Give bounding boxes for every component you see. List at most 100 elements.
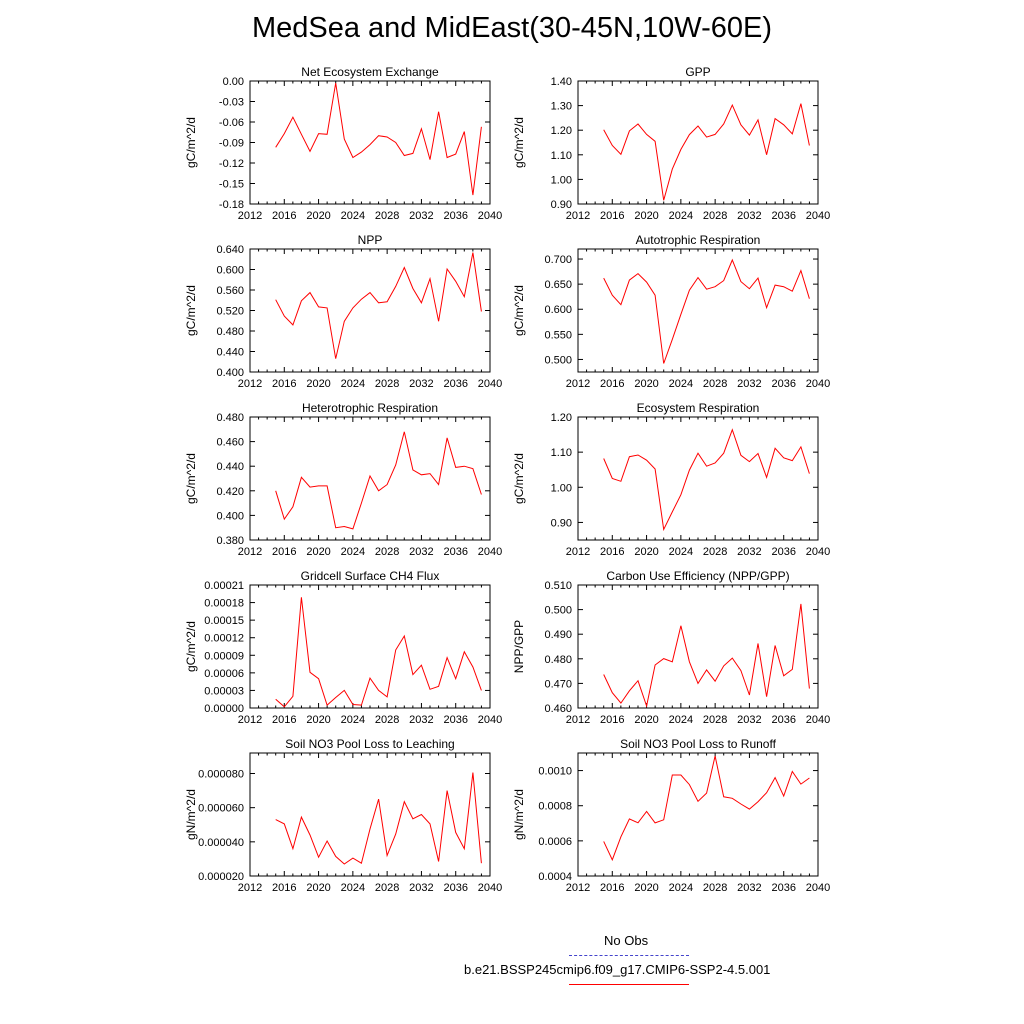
y-tick-label: 0.440 xyxy=(216,461,244,473)
y-tick-label: 0.400 xyxy=(216,367,244,379)
y-tick-label: 0.480 xyxy=(216,412,244,424)
plot-frame xyxy=(249,80,491,205)
x-tick-label: 2024 xyxy=(341,546,365,558)
x-tick-label: 2032 xyxy=(737,714,761,726)
y-tick-label: 0.420 xyxy=(216,486,244,498)
x-tick-label: 2040 xyxy=(478,546,502,558)
series-line xyxy=(275,431,482,530)
x-tick-label: 2032 xyxy=(737,882,761,894)
y-tick-label: 0.460 xyxy=(216,437,244,449)
x-tick-label: 2020 xyxy=(634,714,658,726)
y-tick-label: 0.000060 xyxy=(198,803,244,815)
x-tick-label: 2024 xyxy=(341,882,365,894)
chart-title: Autotrophic Respiration xyxy=(636,233,761,247)
series-line xyxy=(275,252,482,359)
y-tick-label: 0.500 xyxy=(544,354,572,366)
x-tick-label: 2024 xyxy=(669,210,693,222)
x-tick-label: 2036 xyxy=(443,882,467,894)
x-tick-label: 2032 xyxy=(409,882,433,894)
x-tick-label: 2040 xyxy=(478,882,502,894)
x-tick-label: 2036 xyxy=(443,714,467,726)
x-tick-label: 2028 xyxy=(375,546,399,558)
y-tick-label: -0.18 xyxy=(219,199,244,211)
x-tick-label: 2012 xyxy=(238,210,262,222)
y-tick-label: 0.600 xyxy=(544,304,572,316)
y-axis-label: gC/m^2/d xyxy=(512,117,526,168)
series-line xyxy=(275,772,482,865)
x-tick-label: 2028 xyxy=(703,714,727,726)
y-tick-label: 0.550 xyxy=(544,329,572,341)
plot-frame xyxy=(577,752,819,877)
series-line xyxy=(603,603,810,708)
y-tick-label: 0.490 xyxy=(544,629,572,641)
x-tick-label: 2012 xyxy=(566,210,590,222)
x-tick-label: 2012 xyxy=(566,546,590,558)
y-tick-label: 1.00 xyxy=(551,482,572,494)
x-tick-label: 2016 xyxy=(600,378,624,390)
y-axis-label: gC/m^2/d xyxy=(512,285,526,336)
x-tick-label: 2028 xyxy=(375,378,399,390)
chart-panel-7: Gridcell Surface CH4 Flux gC/m^2/d 2012 201… xyxy=(184,569,502,726)
x-tick-label: 2032 xyxy=(737,378,761,390)
x-tick-label: 2012 xyxy=(566,378,590,390)
x-tick-label: 2012 xyxy=(238,882,262,894)
chart-title: Net Ecosystem Exchange xyxy=(301,65,439,79)
y-tick-label: 0.90 xyxy=(551,517,572,529)
y-tick-label: -0.06 xyxy=(219,117,244,129)
y-tick-label: 0.00006 xyxy=(204,668,244,680)
x-tick-label: 2032 xyxy=(737,210,761,222)
x-tick-label: 2012 xyxy=(238,378,262,390)
y-tick-label: 0.00 xyxy=(223,76,244,88)
x-tick-label: 2036 xyxy=(771,546,795,558)
y-tick-label: 1.40 xyxy=(551,76,572,88)
y-tick-label: 0.480 xyxy=(216,326,244,338)
y-tick-label: 0.00000 xyxy=(204,703,244,715)
chart-title: Carbon Use Efficiency (NPP/GPP) xyxy=(606,569,789,583)
y-tick-label: 0.600 xyxy=(216,265,244,277)
chart-title: Heterotrophic Respiration xyxy=(302,401,438,415)
y-tick-label: 0.000040 xyxy=(198,837,244,849)
x-tick-label: 2016 xyxy=(272,714,296,726)
x-tick-label: 2016 xyxy=(272,210,296,222)
x-tick-label: 2024 xyxy=(341,714,365,726)
y-tick-label: 0.00021 xyxy=(204,580,244,592)
x-tick-label: 2020 xyxy=(306,378,330,390)
x-tick-label: 2036 xyxy=(443,378,467,390)
y-tick-label: 1.10 xyxy=(551,150,572,162)
chart-panel-10: Soil NO3 Pool Loss to Runoff gN/m^2/d 2012… xyxy=(512,737,830,894)
plot-frame xyxy=(577,80,819,205)
x-tick-label: 2012 xyxy=(238,714,262,726)
x-tick-label: 2020 xyxy=(634,378,658,390)
x-tick-label: 2040 xyxy=(806,882,830,894)
x-tick-label: 2012 xyxy=(238,546,262,558)
y-axis-label: gN/m^2/d xyxy=(184,789,198,840)
x-tick-label: 2032 xyxy=(409,546,433,558)
y-tick-label: 0.510 xyxy=(544,580,572,592)
x-tick-label: 2040 xyxy=(806,210,830,222)
plot-frame xyxy=(249,584,491,709)
x-tick-label: 2028 xyxy=(703,882,727,894)
y-tick-label: 0.640 xyxy=(216,244,244,256)
series-line xyxy=(603,428,810,532)
x-tick-label: 2012 xyxy=(566,882,590,894)
y-tick-label: 0.440 xyxy=(216,347,244,359)
plot-frame xyxy=(577,416,819,541)
y-tick-label: 0.400 xyxy=(216,510,244,522)
x-tick-label: 2032 xyxy=(409,714,433,726)
y-tick-label: 0.00003 xyxy=(204,685,244,697)
y-tick-label: 1.10 xyxy=(551,447,572,459)
x-tick-label: 2036 xyxy=(771,210,795,222)
y-tick-label: 0.560 xyxy=(216,285,244,297)
x-tick-label: 2028 xyxy=(375,882,399,894)
y-tick-label: 0.700 xyxy=(544,254,572,266)
y-tick-label: 1.20 xyxy=(551,412,572,424)
x-tick-label: 2028 xyxy=(703,546,727,558)
x-tick-label: 2016 xyxy=(600,546,624,558)
x-tick-label: 2028 xyxy=(703,378,727,390)
x-tick-label: 2016 xyxy=(600,714,624,726)
x-tick-label: 2020 xyxy=(634,882,658,894)
chart-panel-6: Ecosystem Respiration gC/m^2/d 2012 2016 202… xyxy=(512,401,830,558)
y-tick-label: 0.00018 xyxy=(204,598,244,610)
x-tick-label: 2032 xyxy=(737,546,761,558)
x-tick-label: 2028 xyxy=(375,210,399,222)
